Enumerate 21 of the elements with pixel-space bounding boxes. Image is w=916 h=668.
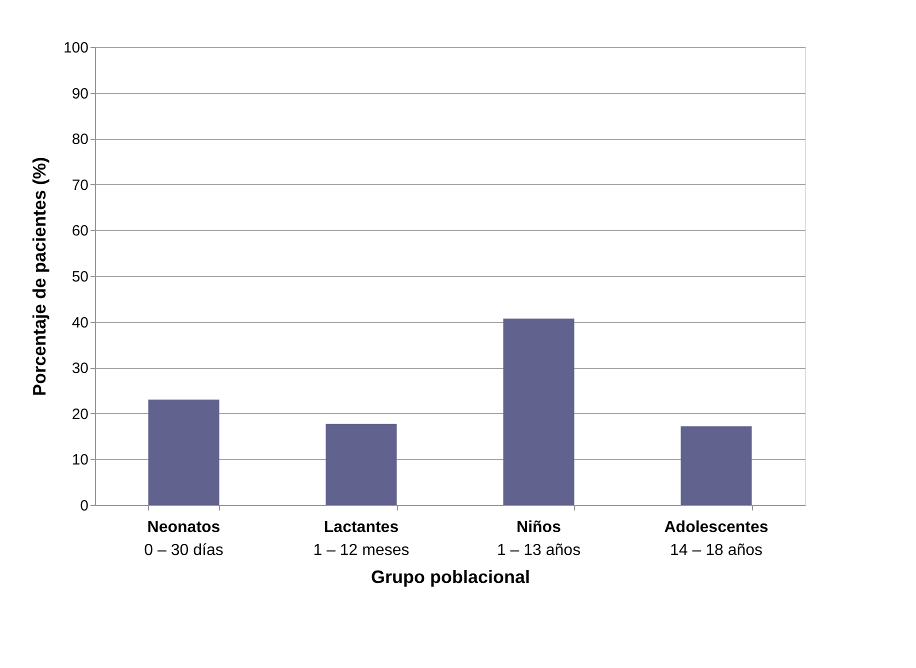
y-tick-label: 100 [63, 40, 88, 56]
y-tick-label: 10 [72, 452, 88, 469]
bar [503, 318, 574, 505]
y-axis-title: Porcentaje de pacientes (%) [29, 156, 50, 396]
y-tick-label: 40 [72, 314, 88, 332]
x-axis-title: Grupo poblacional [370, 567, 530, 587]
y-tick-label: 70 [72, 176, 88, 194]
y-tick-label: 50 [72, 268, 88, 286]
category-label: Neonatos 0 – 30 días [144, 519, 224, 559]
bar [148, 400, 220, 505]
y-tick-label: 30 [72, 360, 88, 378]
bar [680, 426, 752, 505]
y-tick-label: 90 [72, 85, 88, 102]
y-tick-label: 60 [72, 222, 88, 240]
y-tick-label: 20 [72, 406, 88, 423]
y-tick-label: 80 [72, 131, 88, 148]
category-label: Adolescentes 14 – 18 años [664, 519, 768, 559]
bar [326, 424, 397, 505]
category-label: Niños 1 – 13 años [496, 519, 581, 559]
category-label: Lactantes 1 – 12 meses [313, 519, 410, 559]
y-tick-label: 0 [80, 498, 88, 514]
